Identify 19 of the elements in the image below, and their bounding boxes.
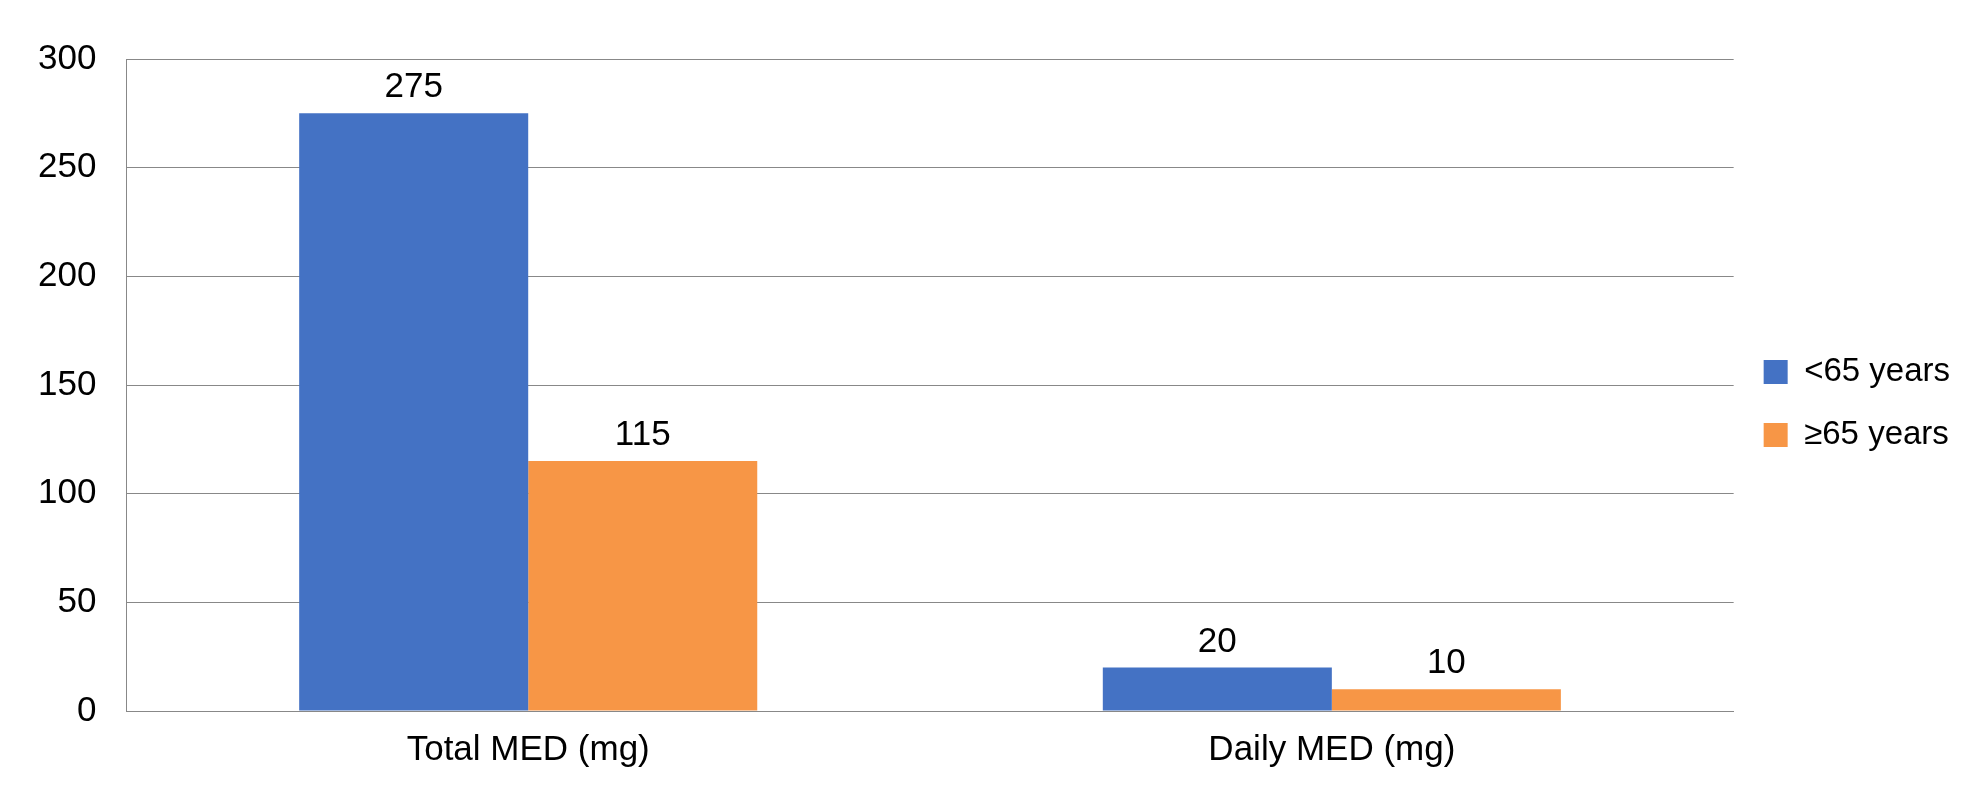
y-tick-label: 250 [37,145,97,185]
y-tick-label: 0 [76,688,97,728]
bar [299,113,529,711]
legend-label: <65 years [1804,351,1950,389]
x-tick-label: Total MED (mg) [406,727,650,767]
y-tick-label: 300 [37,36,97,76]
y-tick-label: 200 [37,253,97,293]
bar [1102,667,1332,711]
y-tick-label: 50 [57,579,97,619]
data-label: 20 [1197,619,1237,659]
legend-label: ≥65 years [1804,414,1949,452]
data-label: 10 [1426,641,1466,681]
data-label: 115 [614,413,671,453]
bar [528,461,758,711]
y-tick-label: 100 [37,471,97,511]
y-tick-label: 150 [37,362,97,402]
bar [1331,689,1561,711]
x-tick-label: Daily MED (mg) [1208,727,1456,767]
data-label: 275 [384,65,443,105]
